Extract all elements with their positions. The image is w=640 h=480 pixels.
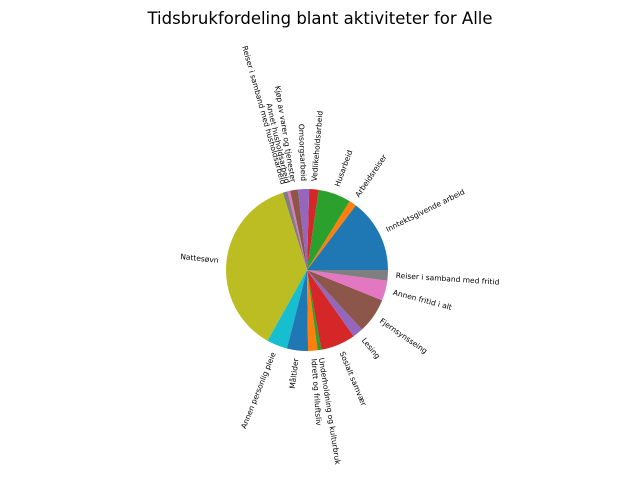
pie-slice-idrett-og-friluftsliv: [307, 270, 318, 351]
pie-slice-lesing: [307, 270, 362, 337]
pie-slice-annet-husholdsarbeid: [287, 190, 307, 270]
pie-label-sosialt-samvær: Sosialt samvær: [338, 350, 369, 408]
pie-slices: [226, 189, 388, 351]
pie-slice-måltider: [286, 270, 309, 351]
pie-slice-vedlikeholdsarbeid: [307, 189, 319, 270]
pie-slice-kjøp-av-varer-og-tjenester: [290, 189, 307, 270]
pie-slice-inntektsgivende-arbeid: [307, 205, 388, 270]
pie-slice-reiser-i-samband-med-husholdsarbeid: [282, 191, 307, 270]
chart-title: Tidsbrukfordeling blant aktiviteter for …: [146, 9, 492, 28]
pie-label-fjernsynsseing: Fjernsynsseing: [378, 316, 429, 355]
pie-slice-omsorgsarbeid: [297, 189, 310, 270]
pie-label-annen-fritid-i-alt: Annen fritid i alt: [392, 288, 453, 312]
pie-label-inntektsgivende-arbeid: Inntektsgivende arbeid: [384, 187, 466, 234]
pie-label-annen-personlig-pleie: Annen personlig pleie: [239, 350, 278, 429]
pie-label-omsorgsarbeid: Omsorgsarbeid: [297, 124, 308, 182]
pie-slice-husarbeid: [307, 189, 350, 270]
pie-label-arbeidsreiser: Arbeidsreiser: [353, 152, 389, 199]
pie-label-lesing: Lesing: [360, 336, 382, 361]
pie-slice-underholdning-og-kulturbruk: [307, 270, 322, 351]
pie-label-måltider: Måltider: [288, 357, 301, 389]
pie-label-reiser-i-samband-med-fritid: Reiser i samband med fritid: [396, 271, 500, 287]
pie-slice-nattesøvn: [226, 192, 307, 341]
pie-slice-fjernsynsseing: [307, 270, 383, 330]
pie-slice-annen-fritid-i-alt: [307, 270, 388, 301]
pie-slice-reiser-i-samband-med-fritid: [307, 270, 388, 281]
pie-label-nattesøvn: Nattesøvn: [180, 252, 219, 265]
pie-slice-sosialt-samvær: [307, 270, 354, 350]
pie-slice-arbeidsreiser: [307, 201, 356, 270]
pie-slice-annen-personlig-pleie: [267, 270, 307, 349]
pie-label-husarbeid: Husarbeid: [333, 149, 355, 188]
pie-label-vedlikeholdsarbeid: Vedlikeholdsarbeid: [310, 110, 325, 182]
